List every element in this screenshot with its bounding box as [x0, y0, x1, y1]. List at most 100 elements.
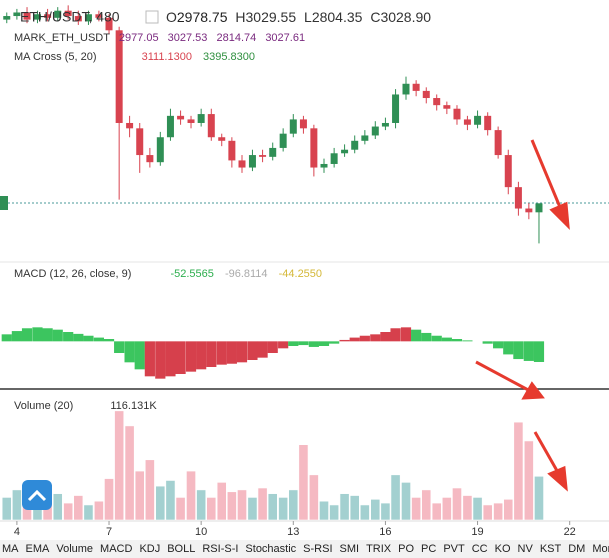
- macd-bar: [318, 341, 330, 346]
- arrow: [533, 431, 562, 477]
- volume-bar: [339, 493, 350, 521]
- macd-bar: [441, 337, 452, 342]
- toolbar-item[interactable]: BOLL: [167, 543, 195, 555]
- toolbar-item[interactable]: Volume: [56, 543, 93, 555]
- macd-bar: [63, 332, 74, 342]
- candle-body: [126, 122, 134, 129]
- toolbar-item[interactable]: TRIX: [366, 543, 392, 555]
- toolbar-items: MA EMA Volume MACD KDJ BOLL RSI-S-I Stochastic S…: [2, 543, 609, 555]
- macd-bar: [216, 341, 227, 365]
- candle-body: [412, 83, 420, 91]
- mark-name: MARK_ETH_USDT: [14, 32, 110, 44]
- macd-bar: [411, 329, 422, 342]
- macd-bar: [503, 341, 514, 355]
- candle-body: [279, 133, 287, 148]
- macd-bar: [308, 341, 319, 347]
- candle-body: [3, 16, 11, 20]
- toolbar-item[interactable]: EMA: [26, 543, 51, 555]
- toolbar-item[interactable]: SMI: [340, 543, 360, 555]
- macd-bar: [21, 328, 33, 342]
- toolbar-item[interactable]: Momentum: [592, 543, 609, 555]
- macd-bar: [247, 341, 258, 360]
- toolbar-item[interactable]: NV: [518, 543, 534, 555]
- candle-body: [299, 119, 307, 129]
- macd-bar: [134, 341, 145, 370]
- candle-body: [484, 115, 492, 131]
- candle-body: [381, 122, 389, 127]
- x-tick-label: 16: [379, 526, 391, 538]
- candle-body: [361, 135, 369, 141]
- logo-bg[interactable]: [22, 480, 52, 510]
- ohlc-value: 3028.90: [380, 9, 431, 25]
- candle-body: [351, 140, 359, 150]
- macd-bar: [533, 341, 545, 362]
- volume-bar: [370, 498, 381, 521]
- toolbar-item[interactable]: KO: [495, 543, 511, 555]
- candle-body: [392, 94, 400, 123]
- volume-bar: [452, 487, 462, 521]
- candle-body: [54, 10, 62, 18]
- toolbar-item[interactable]: MA: [2, 543, 19, 555]
- volume-bar: [104, 478, 114, 521]
- volume-legend: Volume (20) 116.131K: [14, 400, 157, 412]
- candle-body: [166, 115, 174, 138]
- macd-bar: [359, 335, 370, 342]
- volume-bar: [288, 489, 299, 521]
- volume-bar: [11, 489, 22, 521]
- candle-body: [64, 10, 72, 17]
- volume-bar: [503, 498, 514, 521]
- toolbar-item[interactable]: PVT: [443, 543, 465, 555]
- candle-body: [535, 203, 543, 213]
- x-tick-label: 13: [287, 526, 299, 538]
- candle-body: [218, 137, 226, 141]
- volume-bar: [114, 410, 125, 521]
- volume-bar: [216, 482, 227, 521]
- macd-bar: [185, 341, 197, 372]
- volume-bar: [83, 504, 94, 521]
- toolbar-item[interactable]: MACD: [100, 543, 132, 555]
- volume-bar: [257, 487, 268, 521]
- toolbar-item[interactable]: PC: [421, 543, 436, 555]
- volume-bar: [441, 497, 452, 521]
- toolbar-item[interactable]: KST: [540, 543, 562, 555]
- candle-body: [422, 90, 430, 99]
- macd-bar: [114, 341, 125, 353]
- candle-body: [402, 83, 410, 95]
- volume-bar: [206, 497, 217, 521]
- volume-bar: [472, 497, 483, 521]
- ma-value: 3395.8300: [203, 51, 255, 63]
- toolbar-item[interactable]: KDJ: [139, 543, 160, 555]
- candle-body: [463, 119, 471, 125]
- candle-body: [33, 14, 41, 20]
- candle-body: [156, 137, 164, 163]
- arrow-head: [547, 465, 568, 492]
- macd-bar: [370, 334, 381, 342]
- volume-bar: [319, 500, 329, 521]
- volume-bar: [134, 470, 145, 521]
- logo[interactable]: [22, 480, 52, 510]
- candle-body: [13, 12, 21, 17]
- candle-body: [95, 14, 103, 18]
- macd-bar: [42, 328, 53, 342]
- macd-bar: [523, 341, 534, 361]
- macd-value: -44.2550: [279, 268, 322, 280]
- toolbar-item[interactable]: CC: [472, 543, 488, 555]
- toolbar-item[interactable]: Stochastic: [245, 543, 296, 555]
- toolbar-item[interactable]: RSI-S-I: [202, 543, 238, 555]
- symbol: ETH/USDT, 480: [20, 9, 120, 25]
- toolbar-item[interactable]: PO: [398, 543, 414, 555]
- mark-value: 2977.05: [119, 32, 159, 44]
- toolbar-item[interactable]: DM: [568, 543, 585, 555]
- candle-body: [84, 14, 92, 22]
- toolbar-item[interactable]: S-RSI: [303, 543, 332, 555]
- volume-bar: [144, 459, 155, 521]
- trend-arrows: [475, 139, 570, 492]
- macd-bar: [493, 341, 504, 349]
- volume-bar: [390, 474, 401, 521]
- macd-bar: [226, 341, 237, 364]
- macd-bar: [278, 341, 289, 349]
- macd-bar: [513, 341, 524, 360]
- settings-icon[interactable]: [145, 10, 159, 24]
- volume-bar: [523, 440, 534, 521]
- volume-bar: [411, 497, 422, 521]
